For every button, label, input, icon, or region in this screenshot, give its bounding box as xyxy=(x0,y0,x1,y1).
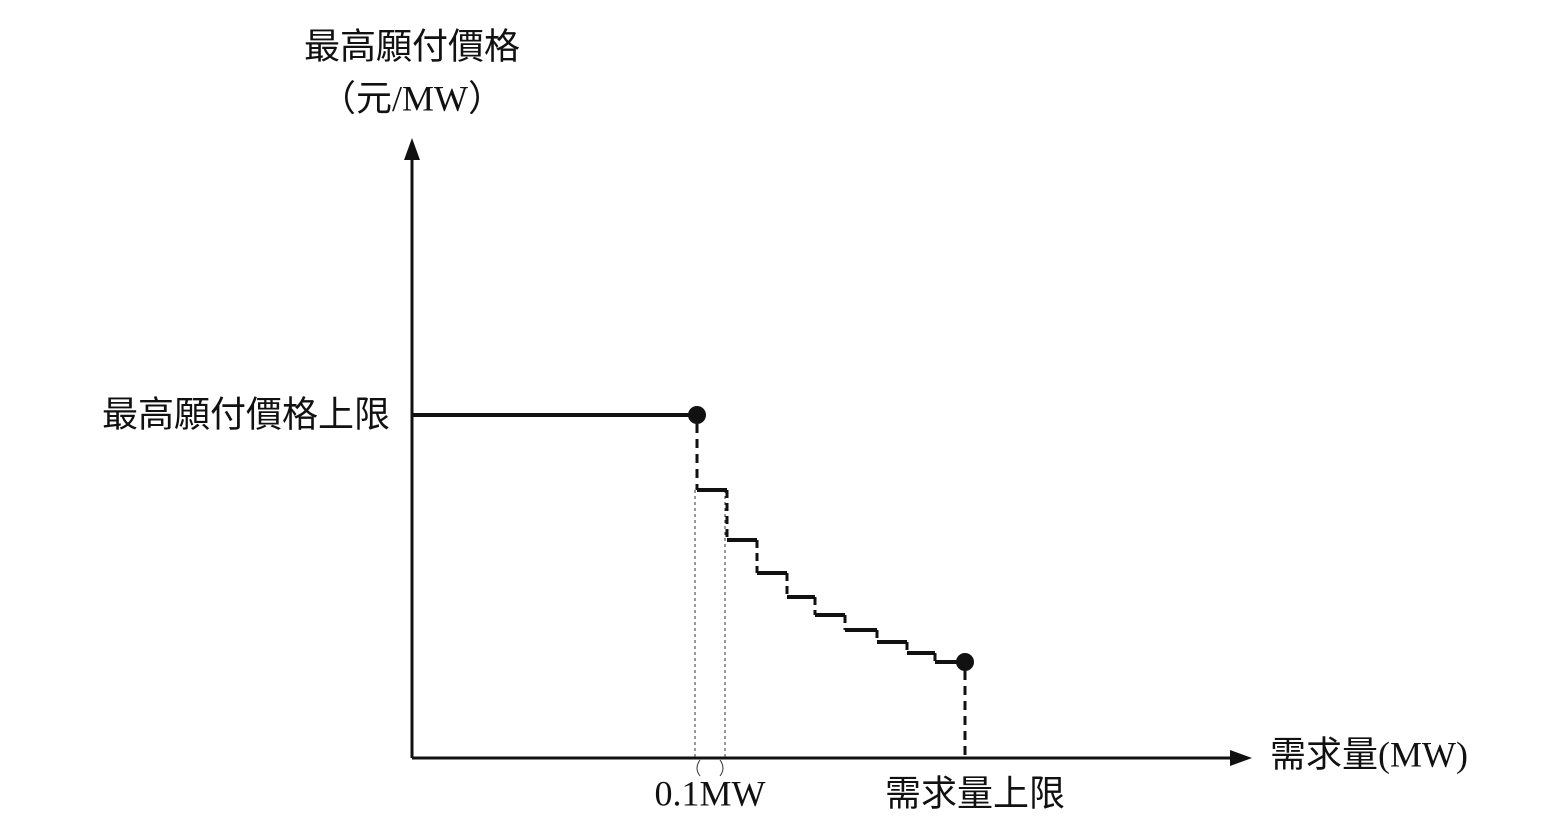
axes xyxy=(410,158,1238,760)
bracket xyxy=(696,759,724,777)
y-axis-unit: （元/MW） xyxy=(320,78,504,118)
step-curve xyxy=(697,488,965,664)
x-arrow xyxy=(1230,750,1252,766)
step-width-guides xyxy=(694,490,726,758)
quantity-cap-label: 需求量上限 xyxy=(885,773,1065,813)
y-axis-label: 最高願付價格 xyxy=(304,26,520,66)
step-risers xyxy=(725,490,937,662)
end-dot xyxy=(956,653,974,671)
y-arrow xyxy=(404,138,420,160)
step-width-label: 0.1MW xyxy=(655,773,766,813)
price-cap-label: 最高願付價格上限 xyxy=(102,394,390,434)
cap-dot xyxy=(688,406,706,424)
x-axis-label: 需求量(MW) xyxy=(1270,734,1468,774)
